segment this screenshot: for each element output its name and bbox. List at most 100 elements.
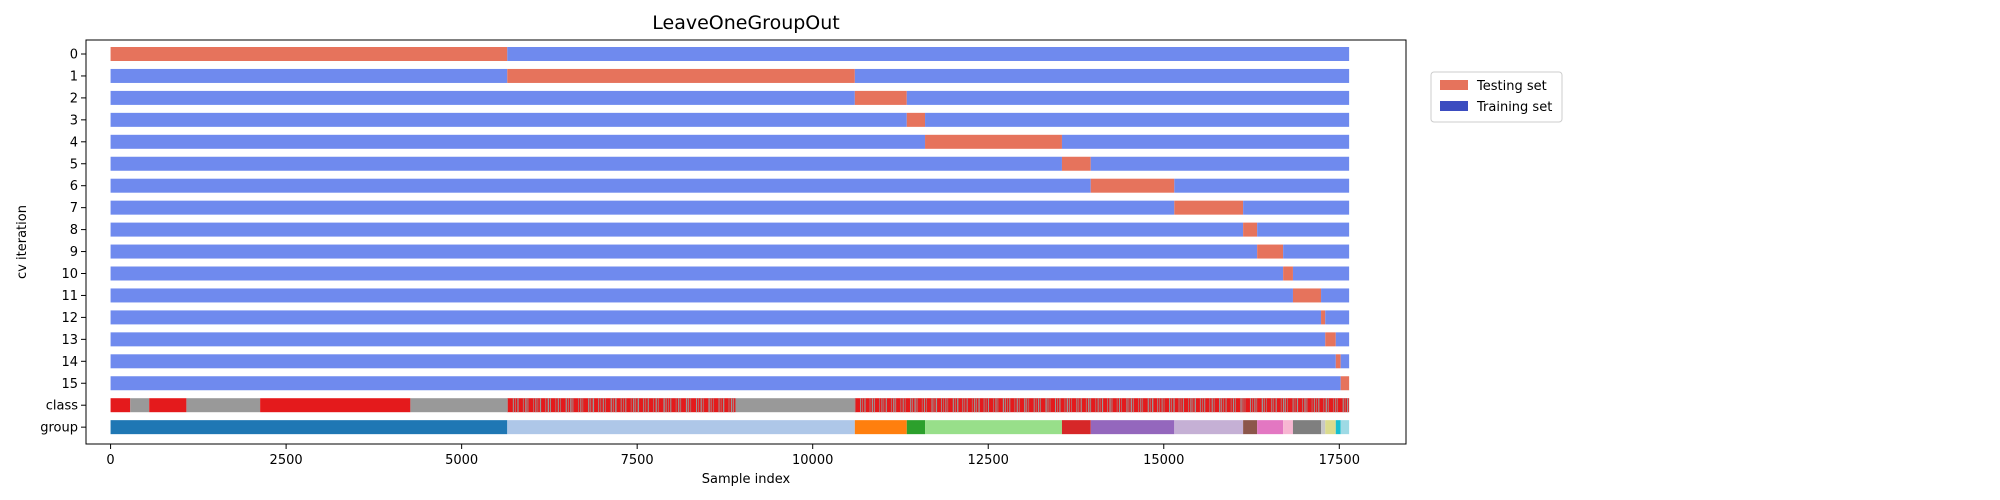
class-stripe [974, 398, 976, 413]
group-segment [1243, 420, 1258, 435]
class-segment [410, 398, 508, 413]
testing-segment [925, 134, 1062, 149]
training-segment [110, 68, 508, 83]
class-stripe [1080, 398, 1082, 413]
class-stripe [1116, 398, 1118, 413]
class-stripe [1213, 398, 1215, 413]
class-stripe [582, 398, 584, 413]
testing-segment [1292, 288, 1322, 303]
training-segment [110, 288, 1293, 303]
class-stripe [1152, 398, 1154, 413]
class-stripe [885, 398, 887, 413]
class-stripe [1128, 398, 1130, 413]
group-segment [1283, 420, 1293, 435]
legend-swatch-testing [1440, 80, 1468, 90]
y-tick-label: 5 [70, 157, 78, 172]
class-stripe [1071, 398, 1072, 413]
class-stripe [983, 398, 985, 413]
legend-swatch-training [1440, 101, 1468, 111]
class-stripe [1254, 398, 1256, 413]
class-stripe [1204, 398, 1206, 413]
class-stripe [653, 398, 654, 413]
group-segment [110, 420, 508, 435]
class-segment [260, 398, 411, 413]
class-stripe [1252, 398, 1253, 413]
class-stripe [1285, 398, 1287, 413]
class-stripe [572, 398, 574, 413]
class-stripe [723, 398, 725, 413]
testing-segment [906, 112, 926, 127]
class-stripe [1078, 398, 1080, 413]
class-stripe [1209, 398, 1211, 413]
class-stripe [862, 398, 863, 413]
class-stripe [1304, 398, 1306, 413]
class-stripe [688, 398, 690, 413]
group-segment [1292, 420, 1322, 435]
class-stripe [1313, 398, 1315, 413]
training-segment [1321, 288, 1350, 303]
training-segment [110, 112, 907, 127]
class-stripe [1232, 398, 1235, 413]
class-stripe [592, 398, 595, 413]
class-stripe [1306, 398, 1308, 413]
class-stripe [1263, 398, 1265, 413]
class-stripe [1261, 398, 1263, 413]
class-stripe [1337, 398, 1338, 413]
class-stripe [1180, 398, 1182, 413]
class-stripe [1049, 398, 1051, 413]
class-segment [149, 398, 187, 413]
class-stripe [904, 398, 906, 413]
class-stripe [1199, 398, 1201, 413]
group-segment [1174, 420, 1244, 435]
class-stripe [978, 398, 980, 413]
class-stripe [647, 398, 649, 413]
class-segment [130, 398, 150, 413]
class-stripe [633, 398, 635, 413]
class-stripe [1344, 398, 1346, 413]
class-stripe [560, 398, 561, 413]
class-stripe [1223, 398, 1224, 413]
class-stripe [1194, 398, 1196, 413]
class-stripe [1088, 398, 1090, 413]
class-stripe [535, 398, 537, 413]
class-stripe [1138, 398, 1139, 413]
class-stripe [1283, 398, 1285, 413]
x-tick-label: 17500 [1319, 453, 1360, 468]
class-stripe [1111, 398, 1113, 413]
class-stripe [625, 398, 627, 413]
class-stripe [1280, 398, 1282, 413]
class-stripe [971, 398, 973, 413]
class-stripe [1159, 398, 1161, 413]
class-stripe [1066, 398, 1069, 413]
class-stripe [720, 398, 722, 413]
class-stripe [1045, 398, 1047, 413]
class-stripe [1230, 398, 1232, 413]
class-stripe [718, 398, 720, 413]
class-stripe [954, 398, 956, 413]
testing-segment [1257, 244, 1284, 259]
class-stripe [620, 398, 622, 413]
class-stripe [680, 398, 682, 413]
class-stripe [1076, 398, 1078, 413]
group-segment [507, 420, 855, 435]
class-stripe [1157, 398, 1159, 413]
group-segment [1335, 420, 1341, 435]
y-tick-label: 9 [70, 245, 78, 260]
class-stripe [1004, 398, 1006, 413]
class-stripe [515, 398, 516, 413]
class-stripe [1202, 398, 1203, 413]
class-stripe [1142, 398, 1144, 413]
class-stripe [696, 398, 698, 413]
training-segment [110, 200, 1175, 215]
class-stripe [1302, 398, 1303, 413]
class-stripe [1169, 398, 1171, 413]
class-stripe [1163, 398, 1165, 413]
class-stripe [630, 398, 632, 413]
class-stripe [921, 398, 923, 413]
x-tick-label: 5000 [445, 453, 478, 468]
class-stripe [702, 398, 704, 413]
class-stripe [567, 398, 569, 413]
y-tick-label: 13 [61, 333, 78, 348]
class-stripe [615, 398, 617, 413]
